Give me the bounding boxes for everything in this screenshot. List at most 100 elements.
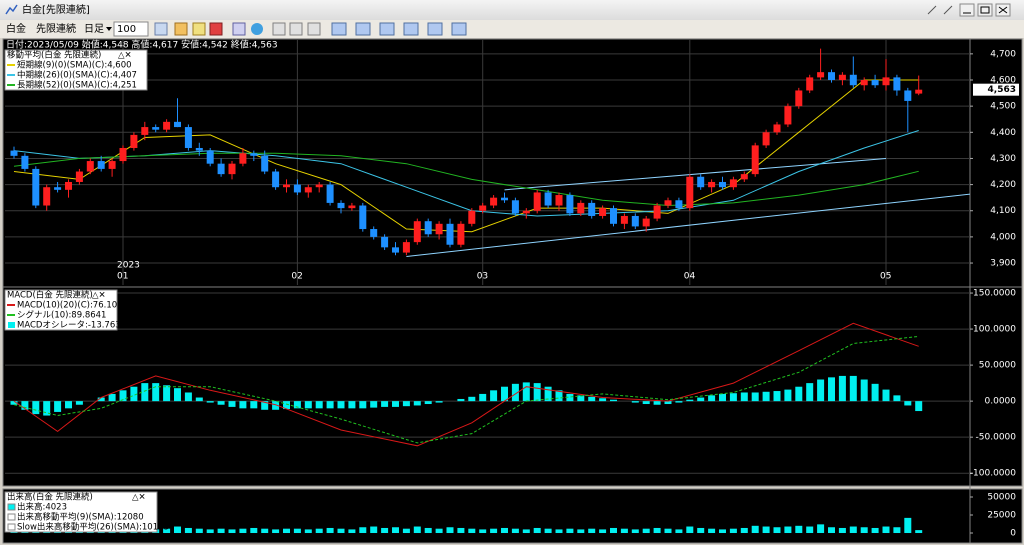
macd-legend-box bbox=[4, 289, 118, 331]
tool-button[interactable] bbox=[174, 22, 188, 36]
count-input[interactable] bbox=[113, 21, 149, 37]
oscillator-bar bbox=[686, 399, 694, 402]
tool-button[interactable] bbox=[232, 22, 246, 36]
oscillator-bar bbox=[32, 401, 40, 415]
volume-bar bbox=[457, 527, 465, 534]
tool-button[interactable] bbox=[427, 22, 443, 36]
macd-line bbox=[13, 322, 919, 447]
contract-label[interactable]: 先限連続 bbox=[36, 22, 76, 35]
oscillator-bar bbox=[522, 382, 530, 402]
candle-body bbox=[326, 184, 334, 203]
y-tick-label: 100.0000 bbox=[973, 325, 1016, 335]
tool-button[interactable] bbox=[403, 22, 419, 36]
oscillator-bar bbox=[511, 383, 519, 402]
candle-body bbox=[740, 174, 748, 180]
period-select[interactable]: 日足 bbox=[84, 23, 104, 35]
tool-button[interactable] bbox=[272, 22, 286, 36]
maximize-button[interactable] bbox=[977, 3, 993, 17]
oscillator-bar bbox=[108, 393, 116, 402]
oscillator-bar bbox=[75, 401, 83, 405]
toolbar-buttons bbox=[154, 22, 467, 36]
candle-body bbox=[533, 192, 541, 211]
tool-button[interactable] bbox=[209, 22, 223, 36]
volume-bar bbox=[533, 527, 541, 534]
candle-body bbox=[806, 77, 814, 91]
last-price-box bbox=[973, 83, 1019, 96]
candle-body bbox=[174, 121, 181, 128]
oscillator-bar bbox=[10, 401, 18, 405]
oscillator-bar bbox=[293, 401, 301, 409]
volume-bar bbox=[795, 525, 803, 534]
volume-bar bbox=[882, 526, 890, 534]
oscillator-bar bbox=[817, 379, 825, 402]
volume-bar bbox=[838, 527, 846, 534]
legend-label: 出来高移動平均(9)(SMA):12080 bbox=[17, 512, 144, 523]
legend-icons[interactable]: △✕ bbox=[118, 51, 132, 61]
oscillator-bar bbox=[195, 397, 203, 402]
oscillator-bar bbox=[697, 397, 705, 402]
volume-bar bbox=[849, 526, 857, 534]
volume-bar bbox=[686, 526, 694, 534]
tool-button[interactable] bbox=[192, 22, 206, 36]
candle-body bbox=[43, 187, 51, 206]
legend-label: MACDオシレータ:-13.7630 bbox=[17, 321, 126, 331]
candle-body bbox=[501, 197, 508, 201]
tool-button[interactable] bbox=[289, 22, 303, 36]
x-tick-label: 02 bbox=[291, 272, 302, 282]
oscillator-bar bbox=[54, 401, 62, 412]
minimize-button[interactable] bbox=[959, 3, 975, 17]
tool-button[interactable] bbox=[154, 22, 168, 36]
oscillator-bar bbox=[457, 398, 465, 402]
oscillator-bar bbox=[795, 386, 803, 402]
y-tick-label: 50000 bbox=[987, 492, 1016, 502]
tool-button[interactable] bbox=[379, 22, 395, 36]
volume-bar bbox=[435, 528, 443, 534]
volume-bar bbox=[293, 528, 301, 534]
candle-body bbox=[664, 200, 672, 206]
tool-button[interactable] bbox=[251, 23, 263, 35]
y-tick-label: 25000 bbox=[987, 511, 1016, 521]
y-tick-label: 4,600 bbox=[990, 76, 1016, 86]
tool-button[interactable] bbox=[307, 22, 321, 36]
candle-body bbox=[206, 150, 214, 164]
candle-body bbox=[893, 77, 901, 91]
candle-body bbox=[599, 208, 607, 216]
candle-body bbox=[762, 132, 770, 146]
oscillator-bar bbox=[838, 375, 846, 402]
candle-body bbox=[675, 200, 683, 209]
candle-body bbox=[871, 80, 879, 86]
candle-body bbox=[620, 215, 628, 224]
candle-body bbox=[522, 210, 530, 214]
oscillator-bar bbox=[65, 401, 72, 409]
volume-bar bbox=[653, 527, 661, 534]
volume-bar bbox=[195, 528, 203, 534]
tool-button[interactable] bbox=[331, 22, 347, 36]
oscillator-bar bbox=[315, 401, 323, 409]
oscillator-bar bbox=[806, 383, 814, 402]
tool-button[interactable] bbox=[451, 22, 467, 36]
tool-button[interactable] bbox=[355, 22, 371, 36]
oscillator-bar bbox=[43, 401, 51, 416]
oscillator-bar bbox=[413, 401, 421, 406]
oscillator-bar bbox=[261, 401, 269, 410]
period-dropdown[interactable] bbox=[106, 27, 112, 31]
legend-swatch bbox=[7, 503, 16, 511]
legend-icons[interactable]: △✕ bbox=[132, 493, 146, 503]
symbol-label[interactable]: 白金 bbox=[6, 22, 26, 35]
candle-body bbox=[32, 168, 40, 206]
legend-icons[interactable]: △✕ bbox=[92, 291, 106, 301]
y-tick-label: 4,400 bbox=[990, 128, 1016, 138]
oscillator-bar bbox=[272, 401, 280, 410]
x-tick-label: 01 bbox=[117, 272, 128, 282]
candle-body bbox=[697, 176, 705, 188]
candle-body bbox=[130, 134, 138, 148]
candle-body bbox=[86, 161, 94, 172]
volume-bar bbox=[217, 528, 225, 534]
volume-bar bbox=[773, 527, 781, 534]
trend-line bbox=[406, 193, 970, 257]
oscillator-bar bbox=[882, 389, 890, 402]
candle-body bbox=[490, 197, 498, 206]
volume-bar bbox=[272, 529, 280, 534]
candle-body bbox=[904, 90, 912, 101]
volume-bar bbox=[261, 528, 269, 534]
